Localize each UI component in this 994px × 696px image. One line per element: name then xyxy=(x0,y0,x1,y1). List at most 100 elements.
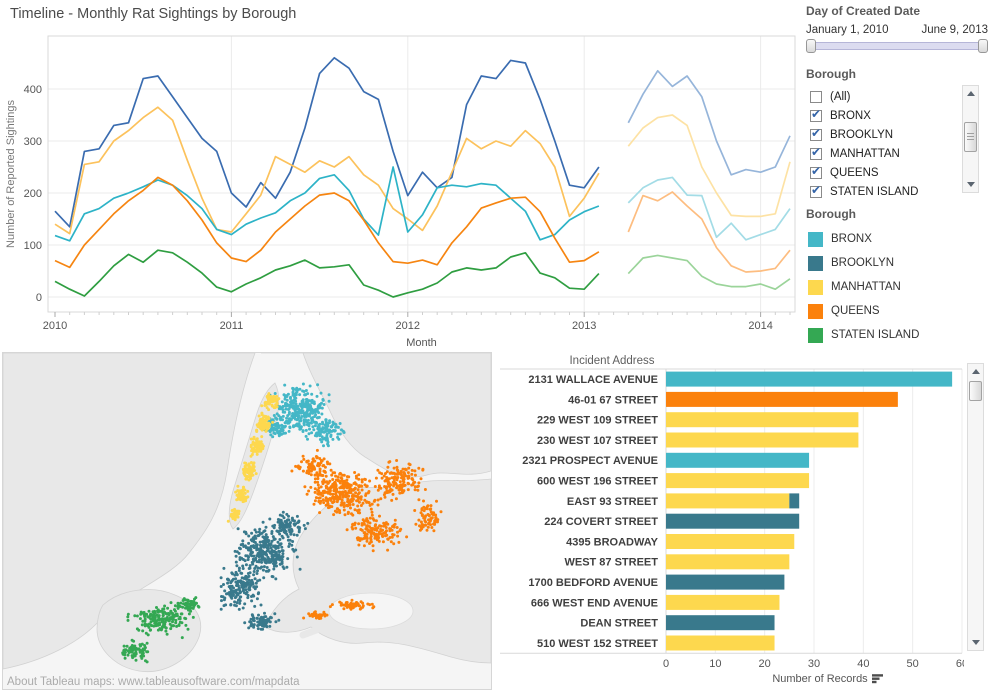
timeline-line-chart[interactable]: 0 100 200 300 400 2010 2011 2012 2013 2014 Month Nu… xyxy=(0,26,800,376)
check-icon: ✔ xyxy=(811,106,822,121)
dashboard-title: Timeline - Monthly Rat Sightings by Boro… xyxy=(10,6,297,22)
bar-BROOKLYN[interactable] xyxy=(666,574,785,590)
borough-checkbox-queens[interactable]: ✔ QUEENS xyxy=(806,163,988,182)
bar-chart-title: Incident Address xyxy=(569,355,655,367)
svg-text:30: 30 xyxy=(808,658,820,670)
borough-checkbox-bronx[interactable]: ✔ BRONX xyxy=(806,106,988,125)
bar-MANHATTAN[interactable] xyxy=(666,432,859,448)
borough-checkbox-staten-island[interactable]: ✔ STATEN ISLAND xyxy=(806,182,988,201)
checkbox[interactable] xyxy=(810,90,822,103)
slider-handle-end[interactable] xyxy=(978,39,988,53)
scroll-down-button[interactable] xyxy=(963,177,978,192)
svg-text:60: 60 xyxy=(956,658,964,670)
checkbox-label: (All) xyxy=(830,90,851,103)
legend-swatch xyxy=(808,327,823,343)
filter-scrollbar[interactable] xyxy=(962,85,979,193)
bar-MANHATTAN[interactable] xyxy=(666,635,775,651)
svg-text:Number of Records: Number of Records xyxy=(772,673,868,685)
svg-text:2010: 2010 xyxy=(43,320,67,332)
scroll-down-button[interactable] xyxy=(968,635,983,650)
scroll-up-button[interactable] xyxy=(968,364,983,379)
bars-scrollbar[interactable] xyxy=(967,363,984,651)
bar-QUEENS[interactable] xyxy=(666,391,898,407)
borough-color-legend: BRONX BROOKLYN MANHATTAN QUEENS STATEN ISLAN… xyxy=(806,227,988,347)
checkbox[interactable]: ✔ xyxy=(810,164,822,179)
map-dots-BROOKLYN[interactable] xyxy=(219,510,310,631)
scrollbar-thumb[interactable] xyxy=(964,122,977,152)
line-faded-STATEN ISLAND xyxy=(627,254,791,291)
svg-text:1700 BEDFORD AVENUE: 1700 BEDFORD AVENUE xyxy=(528,577,658,589)
incident-address-chart-panel: Incident Address 2131 WALLACE AVENUE 46-0… xyxy=(500,355,992,696)
bar-MANHATTAN[interactable] xyxy=(666,594,780,610)
map-attribution[interactable]: About Tableau maps: www.tableausoftware.… xyxy=(7,676,300,688)
map-dots-QUEENS[interactable] xyxy=(290,448,443,620)
map-dots-STATEN ISLAND[interactable] xyxy=(121,596,201,664)
line-faded-BRONX xyxy=(627,176,791,241)
bar-MANHATTAN[interactable] xyxy=(666,412,859,428)
triangle-down-icon xyxy=(971,640,980,645)
line-BRONX xyxy=(54,166,600,242)
checkbox[interactable]: ✔ xyxy=(810,182,822,198)
sort-descending-bars-icon[interactable] xyxy=(872,674,883,684)
legend-label: STATEN ISLAND xyxy=(831,329,920,341)
legend-item-manhattan[interactable]: MANHATTAN xyxy=(806,275,988,299)
borough-checkbox-brooklyn[interactable]: ✔ BROOKLYN xyxy=(806,125,988,144)
svg-text:WEST 87 STREET: WEST 87 STREET xyxy=(564,557,658,569)
map-panel[interactable]: About Tableau maps: www.tableausoftware.… xyxy=(2,352,492,690)
checkbox[interactable]: ✔ xyxy=(810,106,822,122)
borough-checkbox-manhattan[interactable]: ✔ MANHATTAN xyxy=(806,144,988,163)
borough-checkbox--all-[interactable]: (All) xyxy=(806,87,988,106)
legend-item-brooklyn[interactable]: BROOKLYN xyxy=(806,251,988,275)
bar-MANHATTAN[interactable] xyxy=(666,473,810,489)
line-MANHATTAN xyxy=(54,106,600,235)
bar-BRONX[interactable] xyxy=(666,371,953,387)
legend-label: QUEENS xyxy=(831,305,880,317)
svg-text:46-01 67 STREET: 46-01 67 STREET xyxy=(568,394,658,406)
slider-handle-start[interactable] xyxy=(806,39,816,53)
svg-text:2013: 2013 xyxy=(572,320,596,332)
checkbox-label: BROOKLYN xyxy=(830,128,894,141)
svg-text:230 WEST 107 STREET: 230 WEST 107 STREET xyxy=(537,435,658,447)
triangle-up-icon xyxy=(966,91,975,96)
legend-label: MANHATTAN xyxy=(831,281,901,293)
bar-BROOKLYN[interactable] xyxy=(789,493,800,509)
nyc-sightings-map[interactable] xyxy=(2,352,492,689)
legend-item-queens[interactable]: QUEENS xyxy=(806,299,988,323)
checkbox[interactable]: ✔ xyxy=(810,126,822,141)
bar-BROOKLYN[interactable] xyxy=(666,513,800,529)
legend-item-staten-island[interactable]: STATEN ISLAND xyxy=(806,323,988,347)
date-range-slider[interactable] xyxy=(806,39,988,53)
svg-text:666 WEST END AVENUE: 666 WEST END AVENUE xyxy=(531,597,658,609)
bar-MANHATTAN[interactable] xyxy=(666,534,795,549)
svg-text:100: 100 xyxy=(24,240,42,252)
filter-panel: Day of Created Date January 1, 2010 June… xyxy=(806,4,988,347)
slider-track[interactable] xyxy=(806,42,988,50)
map-dots-BRONX[interactable] xyxy=(263,382,346,448)
svg-text:224 COVERT STREET: 224 COVERT STREET xyxy=(544,516,658,528)
check-icon: ✔ xyxy=(811,182,822,197)
svg-text:EAST 93 STREET: EAST 93 STREET xyxy=(567,496,658,508)
legend-swatch xyxy=(808,231,823,247)
checkbox-label: BRONX xyxy=(830,109,871,122)
bar-BRONX[interactable] xyxy=(666,452,810,468)
scrollbar-thumb[interactable] xyxy=(969,381,982,401)
bar-BROOKLYN[interactable] xyxy=(666,615,775,631)
bar-MANHATTAN[interactable] xyxy=(666,554,790,570)
bar-MANHATTAN[interactable] xyxy=(666,493,790,509)
svg-text:Number of Reported Sightings: Number of Reported Sightings xyxy=(5,100,17,248)
svg-text:229 WEST 109 STREET: 229 WEST 109 STREET xyxy=(537,415,658,427)
line-STATEN ISLAND xyxy=(54,249,600,298)
line-faded-QUEENS xyxy=(627,191,791,273)
incident-address-bar-chart[interactable]: 2131 WALLACE AVENUE 46-01 67 STREET 229 WE… xyxy=(500,355,964,692)
triangle-up-icon xyxy=(971,369,980,374)
legend-swatch xyxy=(808,279,823,295)
svg-text:2014: 2014 xyxy=(748,320,772,332)
scroll-up-button[interactable] xyxy=(963,86,978,101)
legend-item-bronx[interactable]: BRONX xyxy=(806,227,988,251)
map-dots-MANHATTAN[interactable] xyxy=(226,392,281,523)
svg-text:600 WEST 196 STREET: 600 WEST 196 STREET xyxy=(537,476,658,488)
svg-text:0: 0 xyxy=(663,658,669,670)
checkbox[interactable]: ✔ xyxy=(810,145,822,160)
svg-text:300: 300 xyxy=(24,136,42,148)
